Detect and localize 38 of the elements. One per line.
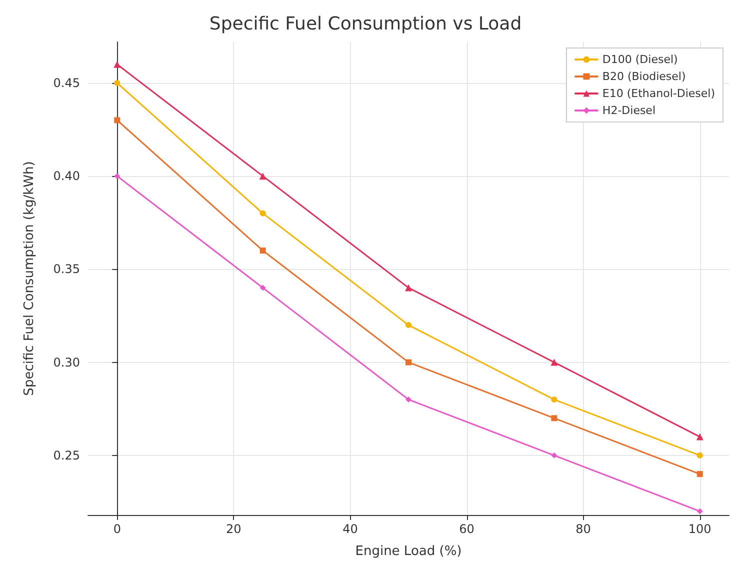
point: [551, 415, 558, 422]
legend-label: D100 (Diesel): [602, 53, 678, 66]
x-tick-label: 40: [342, 522, 358, 536]
point: [406, 359, 412, 366]
point: [114, 60, 121, 68]
y-tick-label: 0.45: [53, 76, 80, 90]
point: [551, 396, 558, 403]
point: [696, 471, 703, 478]
point: [260, 284, 266, 291]
point: [696, 452, 703, 458]
point: [696, 508, 703, 514]
y-tick-label: 0.30: [53, 355, 80, 370]
point: [406, 396, 412, 403]
y-tick-label: 0.25: [53, 448, 80, 462]
x-tick-label: 80: [576, 522, 591, 536]
x-tick-label: 60: [459, 522, 474, 536]
point: [550, 358, 558, 366]
y-tick-label: 0.40: [53, 169, 80, 184]
point: [551, 452, 558, 458]
point: [260, 248, 266, 254]
point: [114, 80, 120, 86]
y-tick-label: 0.35: [53, 262, 80, 276]
point: [114, 173, 120, 180]
x-tick-label: 20: [226, 522, 242, 536]
legend-label: E10 (Ethanol-Diesel): [602, 87, 715, 100]
x-tick-label: 100: [688, 522, 712, 536]
point: [114, 117, 120, 124]
y-axis-title: Specific Fuel Consumption (kg/kWh): [22, 161, 37, 396]
chart-title: Specific Fuel Consumption vs Load: [209, 14, 522, 34]
point: [259, 172, 266, 180]
point: [696, 433, 704, 440]
point: [260, 210, 266, 216]
point: [406, 322, 412, 328]
x-tick-label: 0: [113, 522, 121, 536]
point: [405, 284, 412, 292]
x-axis-title: Engine Load (%): [355, 544, 462, 559]
legend-label: B20 (Biodiesel): [602, 70, 686, 83]
legend-label: H2-Diesel: [602, 104, 656, 117]
